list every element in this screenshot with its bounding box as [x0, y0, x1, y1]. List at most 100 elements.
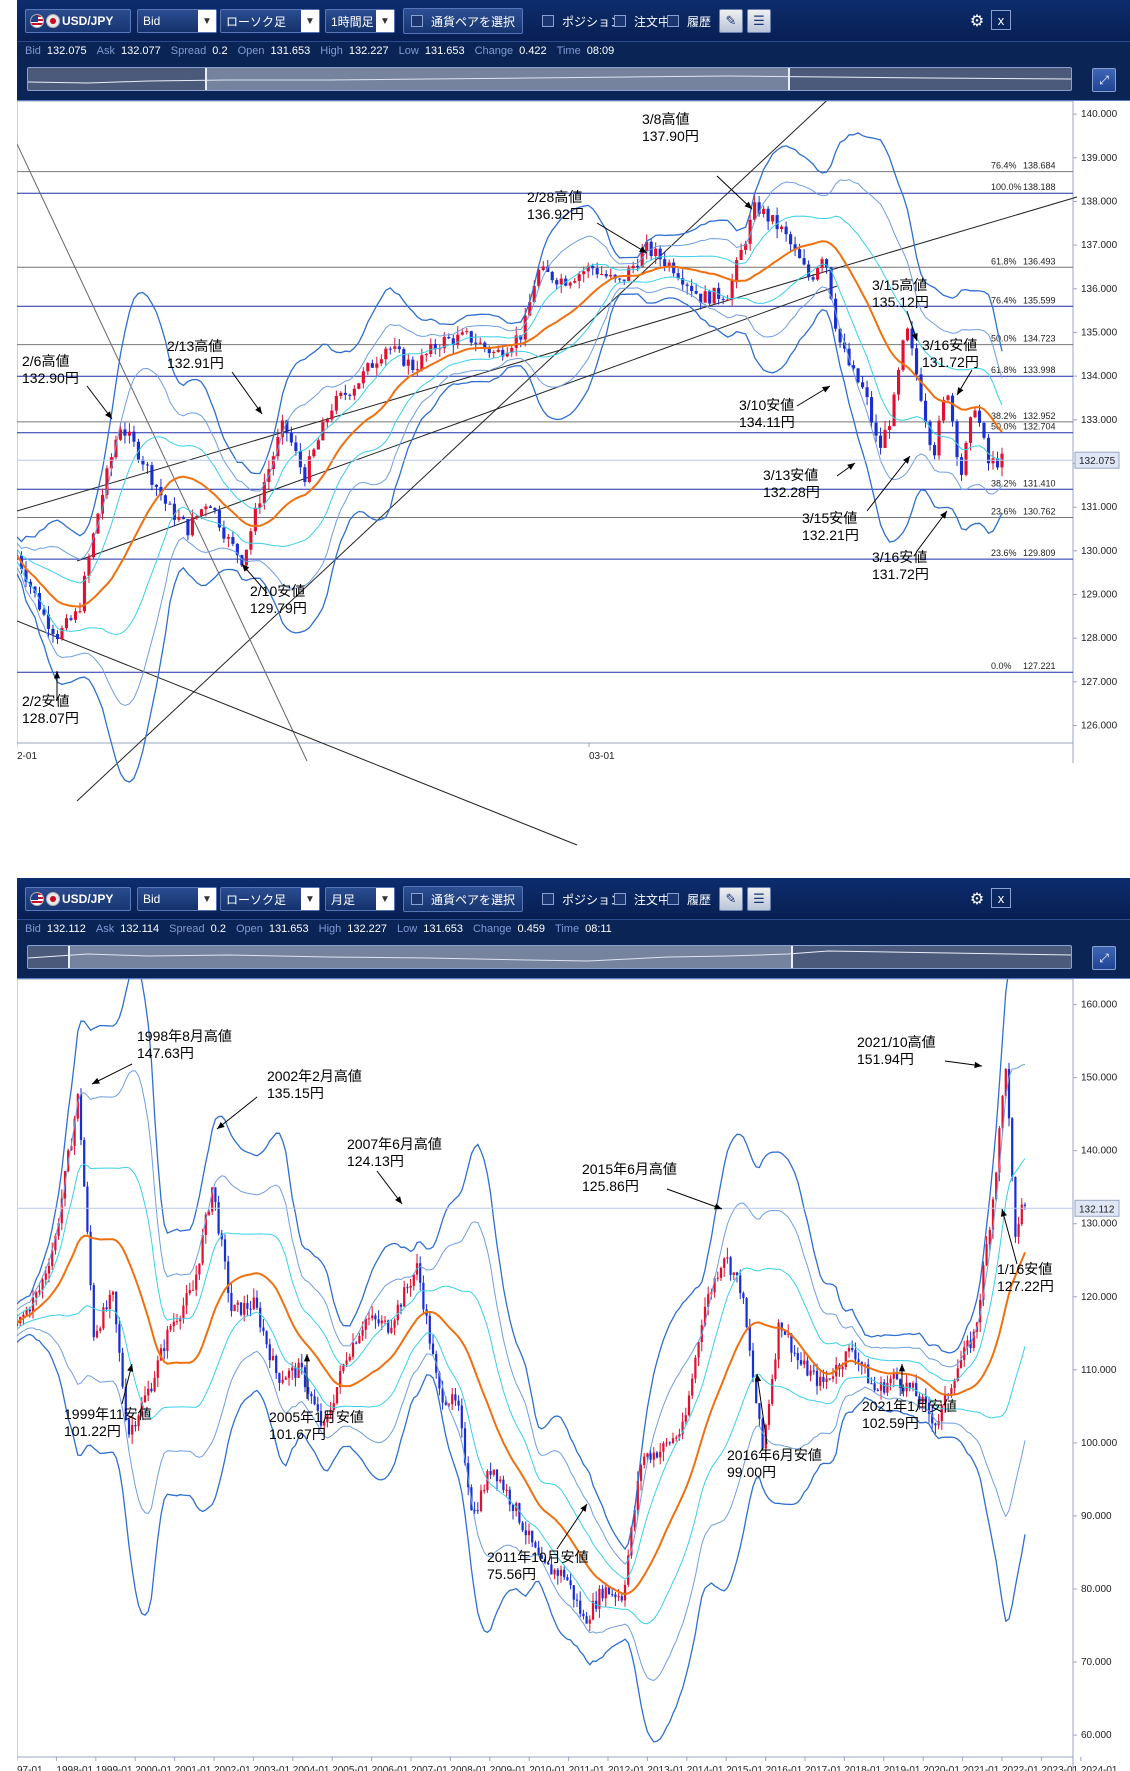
candle-body: [748, 219, 752, 244]
chevron-down-icon[interactable]: ▼: [301, 888, 319, 910]
fib-level-pct: 50.0%: [991, 334, 1017, 344]
candle-body: [131, 1425, 134, 1435]
draw-tool-button[interactable]: ✎: [719, 9, 743, 33]
candlestick-chart-monthly[interactable]: 60.000 70.000 80.000 90.000 100.000 110.000 12…: [17, 979, 1130, 1771]
position-toggle[interactable]: ポジション: [542, 9, 622, 33]
candle-body: [932, 444, 937, 456]
candle-body: [345, 1360, 348, 1365]
order-toggle[interactable]: 注文中: [614, 887, 670, 911]
chevron-down-icon[interactable]: ▼: [376, 10, 394, 32]
settings-button[interactable]: ⚙: [967, 887, 987, 911]
history-toggle[interactable]: 履歴: [667, 9, 711, 33]
chevron-down-icon[interactable]: ▼: [198, 888, 216, 910]
trend-line: [76, 285, 838, 562]
candle-body: [767, 1403, 771, 1425]
candle-body: [46, 614, 51, 629]
pair-select-button[interactable]: 通貨ペアを選択: [403, 886, 523, 912]
history-checkbox[interactable]: [667, 893, 679, 905]
candle-body: [777, 1322, 780, 1360]
candle-body: [687, 1395, 691, 1416]
candle-body: [476, 1510, 479, 1512]
pen-icon: ✎: [725, 13, 737, 28]
candle-body: [268, 1344, 271, 1361]
candle-body: [774, 1359, 777, 1379]
candle-body: [744, 243, 748, 250]
candle-body: [847, 348, 851, 366]
candle-body: [28, 581, 33, 587]
timeframe-select[interactable]: 1時間足 ▼: [325, 9, 395, 33]
position-toggle[interactable]: ポジション: [542, 887, 622, 911]
navigator-window-handle[interactable]: [205, 68, 790, 90]
candle-body: [867, 1364, 870, 1384]
candle-body: [879, 1382, 883, 1391]
order-toggle[interactable]: 注文中: [614, 9, 670, 33]
change-value: 0.459: [517, 923, 546, 935]
candle-body: [600, 274, 604, 276]
order-checkbox[interactable]: [614, 15, 626, 27]
annotation-arrowhead: [822, 386, 830, 393]
candle-body: [595, 268, 599, 275]
candle-body: [910, 328, 914, 349]
candle-body: [41, 1279, 44, 1291]
history-toggle[interactable]: 履歴: [667, 887, 711, 911]
annotation-label: 3/8高値: [642, 111, 689, 127]
candle-body: [454, 1394, 457, 1401]
x-tick-label: 03-01: [589, 751, 615, 762]
indicator-button[interactable]: ☰: [747, 9, 771, 33]
chart-type-select[interactable]: ローソク足 ▼: [220, 887, 320, 911]
y-tick-label: 70.000: [1081, 1657, 1112, 1668]
chart-type-select[interactable]: ローソク足 ▼: [220, 9, 320, 33]
navigator-window-handle[interactable]: [68, 946, 793, 968]
pair-select-checkbox[interactable]: [410, 15, 423, 27]
symbol-selector[interactable]: USD/JPY: [25, 9, 131, 33]
order-checkbox[interactable]: [614, 893, 626, 905]
candle-body: [195, 1274, 198, 1290]
candle-body: [492, 351, 496, 354]
moving-average-line: [17, 240, 1003, 608]
position-checkbox[interactable]: [542, 893, 554, 905]
price-type-select[interactable]: Bid ▼: [137, 887, 217, 911]
close-button[interactable]: x: [991, 10, 1011, 30]
candle-body: [339, 392, 343, 396]
annotation-label: 3/13安値: [763, 467, 818, 483]
candle-body: [118, 429, 123, 440]
settings-button[interactable]: ⚙: [967, 9, 987, 33]
indicator-button[interactable]: ☰: [747, 887, 771, 911]
history-checkbox[interactable]: [667, 15, 679, 27]
symbol-selector[interactable]: USD/JPY: [25, 887, 131, 911]
chevron-down-icon[interactable]: ▼: [198, 10, 216, 32]
fib-level-value: 134.723: [1023, 334, 1056, 344]
candle-body: [329, 1409, 332, 1415]
price-type-select[interactable]: Bid ▼: [137, 9, 217, 33]
candle-body: [319, 1410, 323, 1426]
chevron-down-icon[interactable]: ▼: [376, 888, 394, 910]
candle-body: [374, 1315, 377, 1320]
candle-body: [323, 1422, 326, 1426]
expand-button[interactable]: ⤢: [1092, 68, 1116, 92]
navigator-track[interactable]: [27, 67, 1072, 91]
pair-select-checkbox[interactable]: [410, 893, 423, 905]
candle-body: [379, 359, 383, 364]
draw-tool-button[interactable]: ✎: [719, 887, 743, 911]
candle-body: [335, 1387, 339, 1404]
position-checkbox[interactable]: [542, 15, 554, 27]
fib-level-value: 133.998: [1023, 365, 1056, 375]
navigator-track[interactable]: [27, 945, 1072, 969]
candle-body: [495, 1469, 499, 1482]
candle-body: [721, 298, 725, 300]
chevron-down-icon[interactable]: ▼: [301, 10, 319, 32]
candle-body: [573, 280, 577, 283]
candle-body: [233, 1304, 236, 1312]
candle-body: [568, 282, 572, 286]
close-button[interactable]: x: [991, 888, 1011, 908]
expand-button[interactable]: ⤢: [1092, 946, 1116, 970]
candle-body: [528, 302, 532, 316]
pair-select-button[interactable]: 通貨ペアを選択: [403, 8, 523, 34]
candle-body: [923, 400, 928, 422]
candle-body: [163, 495, 167, 504]
timeframe-select[interactable]: 月足 ▼: [325, 887, 395, 911]
candle-body: [465, 331, 469, 333]
candle-body: [902, 1387, 905, 1392]
candle-body: [483, 1490, 486, 1492]
candlestick-chart-hourly[interactable]: 126.000 127.000 128.000 129.000 130.000 131.0…: [17, 101, 1130, 875]
